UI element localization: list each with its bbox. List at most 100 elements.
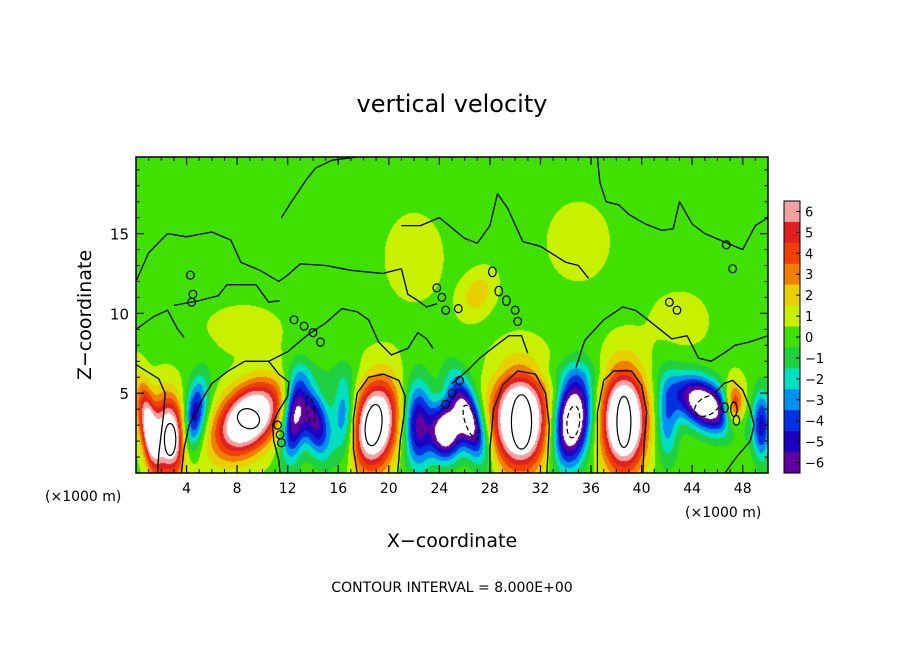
colorbar-label: −2	[805, 373, 824, 388]
zero-contour-4	[401, 193, 590, 279]
positive-contour-37	[721, 402, 729, 414]
colorbar-swatch	[784, 389, 800, 411]
positive-contour-32	[513, 316, 523, 326]
positive-contour-35	[728, 264, 737, 274]
y-tick-label: 10	[110, 305, 129, 323]
zero-contour-13	[352, 373, 406, 473]
zero-contour-3	[400, 268, 437, 308]
x-unit-left: (×1000 m)	[45, 489, 121, 505]
zero-contour-16	[714, 379, 755, 473]
colorbar-label: 5	[805, 226, 813, 241]
positive-contour-31	[510, 305, 520, 315]
positive-contour-2	[236, 408, 261, 430]
positive-contour-17	[185, 270, 195, 280]
vertical-velocity-field	[136, 157, 768, 473]
positive-contour-20	[289, 315, 299, 325]
colorbar-swatch	[784, 201, 800, 223]
x-tick-label: 40	[633, 481, 651, 497]
colorbar-label: −4	[805, 415, 824, 430]
negative-contour-8	[566, 405, 581, 439]
x-tick-label: 12	[279, 481, 297, 497]
positive-contour-38	[732, 414, 741, 426]
colorbar-label: −6	[805, 457, 824, 472]
colorbar-swatch	[784, 263, 800, 286]
colorbar-swatch	[784, 284, 800, 307]
positive-contour-16	[441, 399, 451, 409]
x-tick-label: 36	[582, 481, 600, 497]
zero-contour-9	[575, 306, 768, 368]
x-tick-label: 24	[430, 481, 448, 497]
zero-contour-12	[180, 360, 290, 473]
colorbar: 6 5 4 3 2 1 0 −1 −2 −3 −4 −5 −6	[783, 200, 824, 474]
x-axis-label: X−coordinate	[387, 530, 517, 552]
zero-contour-2	[280, 157, 358, 218]
zero-contour-5	[596, 157, 768, 251]
contour-interval-note: CONTOUR INTERVAL = 8.000E+00	[331, 580, 572, 596]
chart-title: vertical velocity	[357, 90, 548, 118]
x-tick-label: 8	[233, 481, 242, 497]
positive-contour-1	[163, 422, 177, 457]
positive-contour-19	[187, 297, 197, 307]
colorbar-label: 1	[805, 310, 813, 325]
colorbar-label: 6	[805, 206, 813, 221]
zero-contour-1	[136, 231, 402, 283]
positive-contour-5	[616, 395, 632, 448]
positive-contour-24	[432, 283, 442, 293]
positive-contour-3	[364, 403, 383, 447]
colorbar-label: 0	[805, 331, 813, 346]
colorbar-swatch	[784, 326, 800, 348]
colorbar-swatch	[784, 410, 800, 432]
positive-contour-30	[502, 295, 511, 307]
zero-contour-8	[451, 335, 529, 385]
positive-contour-28	[488, 266, 497, 278]
zero-contour-10	[136, 309, 185, 338]
negative-contour-9	[693, 395, 721, 417]
positive-contour-23	[316, 337, 325, 347]
positive-contour-36	[721, 240, 731, 250]
x-tick-label: 16	[329, 481, 347, 497]
x-tick-label: 28	[481, 481, 499, 497]
x-unit-right: (×1000 m)	[685, 505, 761, 521]
colorbar-label: −3	[805, 394, 824, 409]
positive-contour-15	[455, 375, 465, 385]
colorbar-swatch	[784, 347, 800, 369]
positive-contour-33	[665, 297, 674, 307]
colorbar-label: 4	[805, 247, 813, 262]
positive-contour-11	[273, 420, 283, 430]
positive-contour-4	[510, 394, 533, 450]
x-tick-label: 44	[683, 481, 701, 497]
contour-layer	[136, 157, 768, 473]
negative-contour-6	[305, 395, 316, 424]
positive-contour-13	[277, 438, 286, 448]
positive-contour-26	[441, 305, 451, 315]
positive-contour-29	[494, 285, 504, 297]
colorbar-label: −1	[805, 352, 824, 367]
colorbar-swatch	[784, 431, 800, 453]
colorbar-swatch	[784, 221, 800, 244]
zero-contour-6	[173, 284, 281, 307]
colorbar-label: −5	[805, 436, 824, 451]
positive-contour-21	[299, 321, 309, 331]
positive-contour-25	[437, 292, 447, 302]
colorbar-swatch	[784, 368, 800, 390]
zero-contour-7	[268, 307, 434, 362]
x-tick-label: 32	[532, 481, 550, 497]
y-tick-label: 5	[119, 385, 129, 403]
positive-contour-34	[672, 305, 682, 315]
positive-contour-27	[453, 304, 463, 314]
colorbar-swatch	[784, 452, 800, 474]
x-tick-label: 20	[380, 481, 398, 497]
y-tick-label: 15	[110, 226, 129, 244]
zero-contour-14	[489, 370, 550, 473]
y-axis-label: Z−coordinate	[74, 250, 96, 380]
colorbar-swatch	[784, 305, 800, 328]
colorbar-label: 2	[805, 289, 813, 304]
x-tick-label: 4	[182, 481, 191, 497]
x-tick-label: 48	[734, 481, 752, 497]
positive-contour-14	[447, 388, 457, 398]
positive-contour-22	[308, 328, 318, 338]
zero-contour-15	[596, 370, 648, 473]
